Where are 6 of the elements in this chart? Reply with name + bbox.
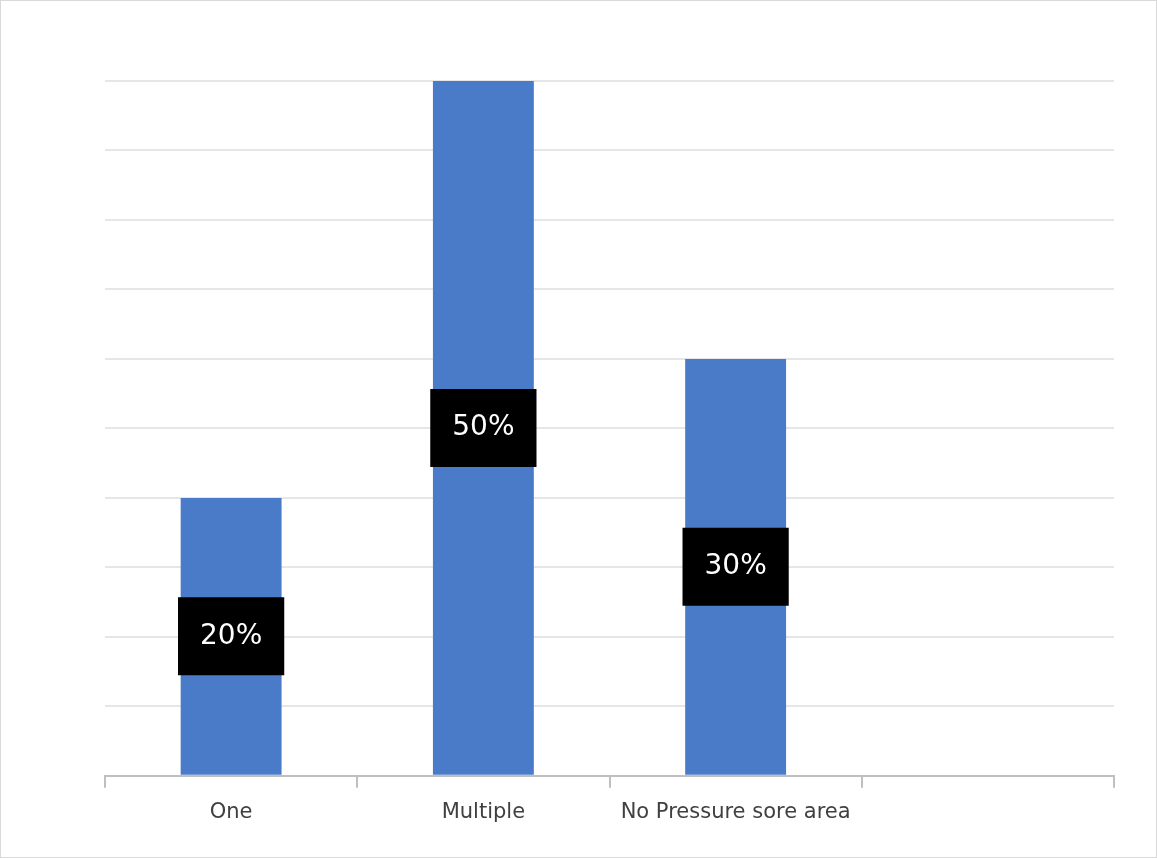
x-tick-label: Multiple — [441, 798, 526, 823]
data-label: 30% — [704, 548, 767, 582]
x-tick-label: One — [209, 798, 253, 823]
x-tick-label: No Pressure sore area — [620, 798, 851, 823]
data-label: 20% — [200, 617, 263, 651]
data-label: 50% — [452, 409, 515, 443]
